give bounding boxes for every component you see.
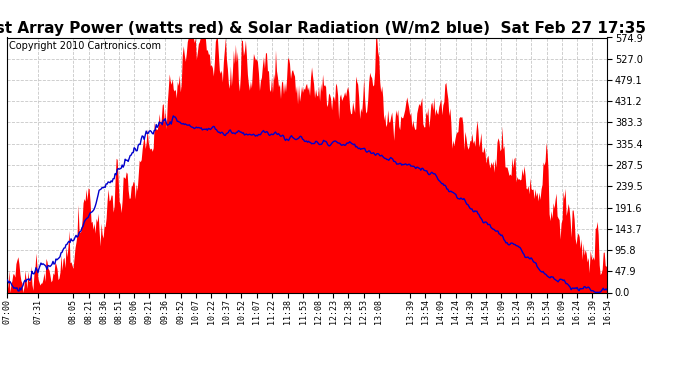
Text: Copyright 2010 Cartronics.com: Copyright 2010 Cartronics.com [9,41,161,51]
Title: West Array Power (watts red) & Solar Radiation (W/m2 blue)  Sat Feb 27 17:35: West Array Power (watts red) & Solar Rad… [0,21,646,36]
